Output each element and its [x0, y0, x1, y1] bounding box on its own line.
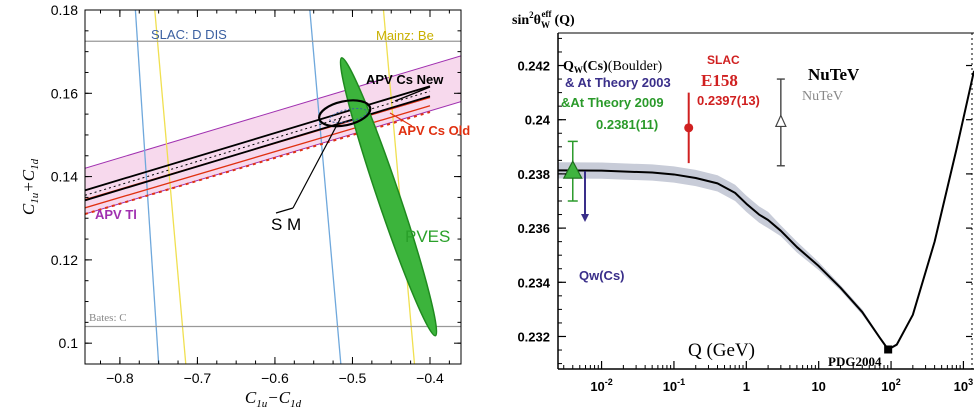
nutev-marker [774, 113, 787, 128]
combined-fit-ellipse [318, 99, 372, 128]
qw-cs-label: Qw(Cs) [579, 268, 625, 283]
left-x-axis-label: C1u−C1d [245, 388, 302, 410]
x-tick-label: −0.5 [339, 370, 367, 386]
left-chart: −0.8 −0.7 −0.6 −0.5 −0.40.10.120.140.160.18 … [19, 2, 470, 410]
sm-pointer-foot [275, 207, 294, 214]
apv-cs-new-label: APV Cs New [366, 72, 444, 87]
slac-label: SLAC: D DIS [151, 27, 227, 42]
y-tick-label: 0.242 [517, 59, 550, 74]
pdg2004-marker [884, 345, 893, 354]
cs-value-label: 0.2381(11) [596, 117, 658, 132]
theory-curve [558, 70, 974, 351]
mainz-be-line-2 [382, 10, 416, 364]
e158-marker [684, 123, 694, 133]
mainz-label: Mainz: Be [376, 28, 434, 43]
y-tick-label: 0.234 [517, 275, 550, 290]
bates-label: Bates: C [89, 312, 127, 324]
slac-d-dis-line-2 [309, 10, 342, 364]
at-theory-2003-label: & At Theory 2003 [565, 75, 671, 90]
x-tick-label: 10 [811, 379, 825, 394]
apv-tl-upper-edge [85, 55, 461, 169]
sm-label: S M [271, 215, 301, 234]
pves-ellipse [339, 57, 438, 337]
nutev-grey-label: NuTeV [802, 89, 843, 104]
x-tick-label: −0.4 [416, 370, 444, 386]
nutev-label: NuTeV [808, 65, 860, 84]
y-tick-label: 0.238 [517, 167, 550, 182]
left-y-axis-label: C1u+C1d [19, 158, 41, 215]
apv-cs-new-line-2 [85, 95, 431, 202]
y-tick-label: 0.14 [51, 169, 78, 185]
x-tick-label: 103 [954, 377, 973, 394]
x-tick-label: −0.6 [261, 370, 289, 386]
y-tick-label: 0.16 [51, 85, 78, 101]
pdg2004-label: PDG2004 [828, 354, 882, 369]
cs-triangle-marker [562, 159, 583, 179]
apv-cs-new-line-3 [85, 90, 431, 196]
x-tick-label: −0.8 [106, 370, 134, 386]
y-tick-label: 0.1 [59, 335, 79, 351]
x-tick-label: 102 [881, 377, 900, 394]
q-gev-label: Q (GeV) [688, 340, 755, 361]
mainz-be-line-1 [154, 10, 187, 364]
at-theory-2009-label: &At Theory 2009 [561, 95, 664, 110]
sm-pointer-line [292, 115, 343, 209]
slac-d-dis-line-1 [134, 10, 160, 364]
y-tick-label: 0.236 [517, 221, 550, 236]
apv-cs-old-label: APV Cs Old [398, 123, 470, 138]
e158-value-label: 0.2397(13) [697, 93, 760, 108]
right-y-axis-label: sin2θWeff (Q) [512, 9, 575, 30]
right-chart: 10-2 10-1 1 10 102 103 0.232 0.234 0.236 0.238 0.2… [512, 9, 974, 394]
x-tick-label: 10-1 [663, 377, 685, 394]
y-tick-label: 0.232 [517, 329, 550, 344]
apv-tl-band [85, 55, 461, 215]
apv-tl-label: APV Tl [95, 207, 137, 222]
qwcs-arrow-head [580, 213, 589, 222]
pves-label: PVES [405, 227, 450, 246]
e158-label: E158 [701, 71, 738, 90]
y-tick-label: 0.24 [525, 113, 551, 128]
x-tick-label: 1 [743, 379, 750, 394]
apv-cs-new-pointer [394, 86, 431, 102]
slac-label: SLAC [707, 53, 740, 67]
qw-cs-boulder-label: QW(Cs)(Boulder) [563, 59, 663, 75]
apv-cs-new-line-1 [85, 85, 431, 192]
y-tick-label: 0.18 [51, 2, 78, 18]
x-tick-label: 10-2 [590, 377, 612, 394]
x-tick-label: −0.7 [184, 370, 212, 386]
y-tick-label: 0.12 [51, 252, 78, 268]
apv-cs-old-pointer [389, 112, 413, 127]
